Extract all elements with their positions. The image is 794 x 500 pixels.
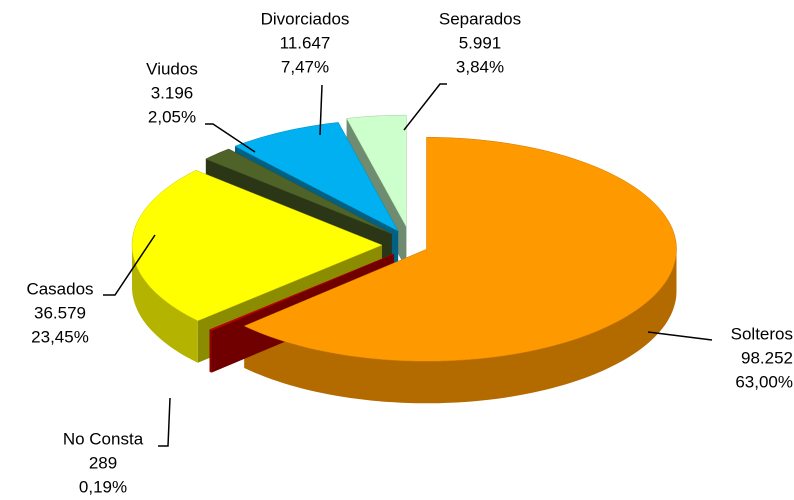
data-label: 11.647 (280, 33, 331, 52)
data-label: 98.252 (741, 348, 793, 367)
data-label: 23,45% (31, 327, 89, 346)
category-label: No Consta (63, 429, 144, 448)
category-label: Solteros (731, 324, 793, 343)
slice-side (132, 245, 198, 363)
leader-line (647, 331, 713, 341)
leader-line (103, 234, 156, 296)
data-label: 289 (89, 453, 117, 472)
slice (205, 148, 392, 235)
data-label: 7,47% (281, 57, 329, 76)
data-label: 63,00% (735, 372, 793, 391)
slice-side (244, 249, 677, 404)
category-label: Casados (26, 279, 93, 298)
leader-line (319, 84, 323, 136)
category-label: Divorciados (261, 9, 350, 28)
slice (208, 253, 394, 331)
slice (131, 170, 383, 322)
data-label: 3,84% (456, 57, 504, 76)
data-label: 2,05% (148, 107, 196, 126)
data-label: 3.196 (151, 83, 194, 102)
leader-line (403, 83, 447, 131)
slice (234, 122, 399, 232)
data-label: 36.579 (34, 303, 86, 322)
slice (243, 137, 677, 362)
category-label: Separados (439, 9, 521, 28)
slice-side (209, 329, 212, 373)
slice (346, 114, 407, 228)
leader-line (158, 397, 171, 447)
category-label: Viudos (146, 59, 198, 78)
data-label: 0,19% (79, 477, 127, 496)
data-label: 5.991 (459, 33, 502, 52)
leader-line (205, 123, 256, 153)
